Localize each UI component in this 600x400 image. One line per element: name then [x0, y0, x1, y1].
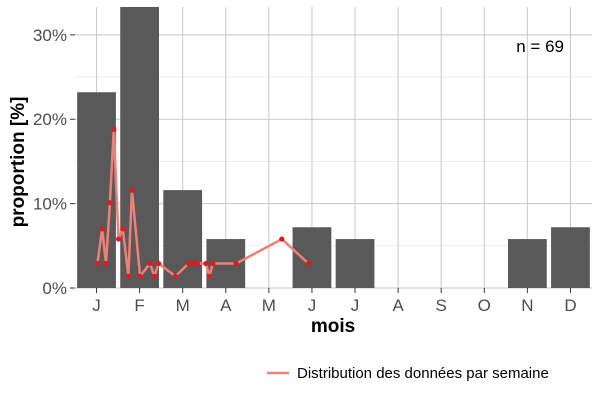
x-tick-label-5: J	[308, 296, 317, 315]
x-tick-label-6: J	[351, 296, 360, 315]
x-tick-label-1: F	[134, 296, 144, 315]
data-point-5	[115, 236, 122, 242]
data-point-20	[233, 260, 239, 267]
data-point-7	[125, 273, 132, 279]
x-tick-label-9: O	[478, 296, 491, 315]
x-tick-label-8: S	[436, 296, 447, 315]
y-tick-label-3: 30%	[33, 26, 67, 45]
bar-5	[292, 227, 332, 288]
legend: Distribution des données par semaine	[267, 365, 549, 382]
data-point-3	[107, 200, 113, 206]
y-axis-title: proportion [%]	[8, 97, 29, 228]
data-point-2	[103, 260, 109, 267]
x-tick-label-10: N	[521, 296, 533, 315]
bar-2	[163, 190, 203, 288]
data-point-4	[111, 126, 117, 132]
weekly-distribution-points	[94, 126, 312, 279]
x-tick-label-3: A	[220, 296, 232, 315]
bar-1	[120, 7, 160, 288]
bars	[77, 7, 590, 288]
y-tick-labels: 0% 10% 20% 30%	[33, 26, 67, 298]
data-point-19	[210, 260, 216, 267]
data-point-22	[305, 260, 312, 267]
bar-10	[507, 239, 547, 288]
data-point-14	[186, 260, 192, 267]
axes	[70, 34, 571, 293]
legend-entry-label: Distribution des données par semaine	[297, 365, 549, 382]
x-tick-label-7: A	[392, 296, 404, 315]
data-point-10	[147, 260, 153, 267]
x-tick-label-2: M	[176, 296, 190, 315]
sample-size-annotation: n = 69	[516, 37, 564, 56]
x-tick-label-0: J	[92, 296, 101, 315]
data-point-1	[99, 226, 105, 232]
x-tick-label-11: D	[564, 296, 576, 315]
data-point-16	[194, 260, 200, 267]
data-point-12	[155, 260, 162, 267]
y-tick-label-1: 10%	[33, 195, 67, 214]
data-point-21	[279, 236, 285, 242]
data-point-11	[151, 273, 157, 279]
data-point-9	[137, 273, 143, 279]
data-point-15	[190, 260, 196, 267]
data-point-13	[172, 273, 178, 279]
bar-6	[335, 239, 375, 288]
x-axis-title: mois	[311, 316, 355, 337]
bar-11	[551, 227, 590, 288]
data-point-0	[94, 260, 101, 267]
y-tick-label-2: 20%	[33, 110, 67, 129]
data-point-8	[129, 187, 135, 193]
data-point-17	[203, 260, 209, 267]
data-point-6	[120, 226, 126, 232]
data-point-18	[206, 273, 213, 279]
y-tick-label-0: 0%	[42, 279, 67, 298]
x-tick-label-4: M	[262, 296, 276, 315]
